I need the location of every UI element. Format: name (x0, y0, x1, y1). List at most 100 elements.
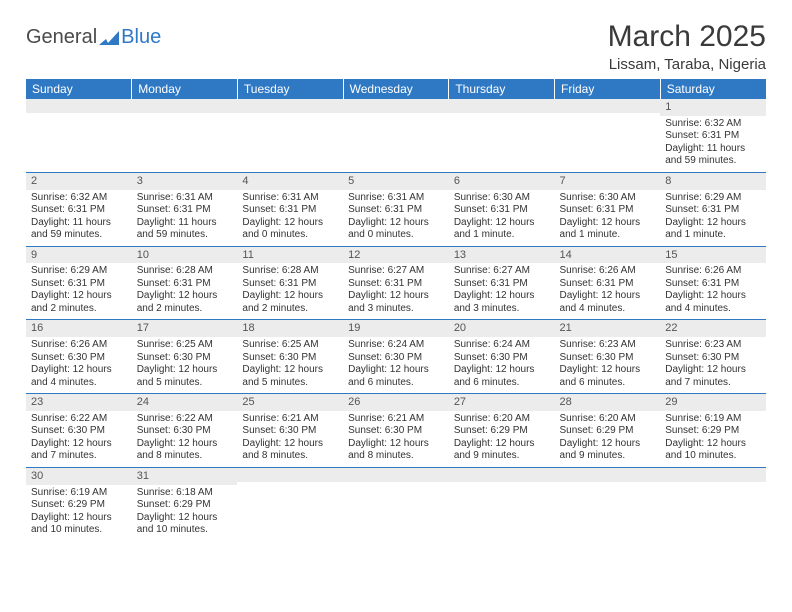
day-line: Sunrise: 6:24 AM (454, 339, 550, 352)
day-line: Sunrise: 6:26 AM (665, 265, 761, 278)
day-number (449, 99, 555, 113)
day-number (555, 99, 661, 113)
page-header: General Blue March 2025 Lissam, Taraba, … (26, 20, 766, 73)
calendar-cell: 9Sunrise: 6:29 AMSunset: 6:31 PMDaylight… (26, 246, 132, 320)
day-body (26, 113, 132, 161)
calendar-cell: 19Sunrise: 6:24 AMSunset: 6:30 PMDayligh… (343, 320, 449, 394)
day-line: Sunrise: 6:23 AM (560, 339, 656, 352)
calendar-cell (343, 467, 449, 540)
day-body (449, 113, 555, 161)
day-line: Daylight: 12 hours and 1 minute. (665, 217, 761, 242)
day-body: Sunrise: 6:26 AMSunset: 6:31 PMDaylight:… (555, 263, 661, 319)
logo-text-general: General (26, 26, 97, 49)
day-number: 19 (343, 320, 449, 337)
day-number: 7 (555, 173, 661, 190)
calendar-cell: 20Sunrise: 6:24 AMSunset: 6:30 PMDayligh… (449, 320, 555, 394)
day-body: Sunrise: 6:32 AMSunset: 6:31 PMDaylight:… (660, 116, 766, 172)
day-line: Daylight: 12 hours and 4 minutes. (560, 290, 656, 315)
day-number: 13 (449, 247, 555, 264)
day-header: Thursday (449, 79, 555, 99)
day-body: Sunrise: 6:31 AMSunset: 6:31 PMDaylight:… (343, 190, 449, 246)
day-line: Daylight: 12 hours and 1 minute. (560, 217, 656, 242)
day-line: Daylight: 12 hours and 3 minutes. (454, 290, 550, 315)
day-line: Sunset: 6:30 PM (454, 352, 550, 365)
day-body: Sunrise: 6:26 AMSunset: 6:30 PMDaylight:… (26, 337, 132, 393)
calendar-cell: 23Sunrise: 6:22 AMSunset: 6:30 PMDayligh… (26, 394, 132, 468)
day-body: Sunrise: 6:27 AMSunset: 6:31 PMDaylight:… (343, 263, 449, 319)
calendar-cell: 16Sunrise: 6:26 AMSunset: 6:30 PMDayligh… (26, 320, 132, 394)
day-line: Daylight: 12 hours and 8 minutes. (348, 438, 444, 463)
day-number (660, 468, 766, 482)
title-block: March 2025 Lissam, Taraba, Nigeria (608, 20, 766, 73)
day-number (132, 99, 238, 113)
day-line: Daylight: 12 hours and 2 minutes. (242, 290, 338, 315)
day-body (555, 113, 661, 161)
day-body: Sunrise: 6:32 AMSunset: 6:31 PMDaylight:… (26, 190, 132, 246)
day-body: Sunrise: 6:24 AMSunset: 6:30 PMDaylight:… (449, 337, 555, 393)
day-line: Sunrise: 6:31 AM (348, 192, 444, 205)
day-line: Daylight: 12 hours and 0 minutes. (348, 217, 444, 242)
calendar-cell: 4Sunrise: 6:31 AMSunset: 6:31 PMDaylight… (237, 172, 343, 246)
day-body: Sunrise: 6:21 AMSunset: 6:30 PMDaylight:… (237, 411, 343, 467)
day-line: Sunset: 6:30 PM (348, 352, 444, 365)
day-number: 26 (343, 394, 449, 411)
calendar-cell: 6Sunrise: 6:30 AMSunset: 6:31 PMDaylight… (449, 172, 555, 246)
day-line: Daylight: 12 hours and 7 minutes. (31, 438, 127, 463)
day-line: Sunrise: 6:27 AM (454, 265, 550, 278)
calendar-cell: 31Sunrise: 6:18 AMSunset: 6:29 PMDayligh… (132, 467, 238, 540)
day-line: Sunset: 6:31 PM (560, 204, 656, 217)
calendar-cell: 22Sunrise: 6:23 AMSunset: 6:30 PMDayligh… (660, 320, 766, 394)
day-number: 20 (449, 320, 555, 337)
calendar-week-row: 2Sunrise: 6:32 AMSunset: 6:31 PMDaylight… (26, 172, 766, 246)
day-line: Sunset: 6:30 PM (137, 425, 233, 438)
day-line: Sunrise: 6:26 AM (560, 265, 656, 278)
day-number: 27 (449, 394, 555, 411)
day-line: Sunset: 6:29 PM (560, 425, 656, 438)
calendar-cell: 1Sunrise: 6:32 AMSunset: 6:31 PMDaylight… (660, 99, 766, 172)
day-line: Sunrise: 6:20 AM (454, 413, 550, 426)
day-line: Sunset: 6:31 PM (242, 204, 338, 217)
day-number: 2 (26, 173, 132, 190)
day-line: Daylight: 12 hours and 10 minutes. (137, 512, 233, 537)
day-line: Daylight: 12 hours and 9 minutes. (454, 438, 550, 463)
day-line: Sunrise: 6:30 AM (560, 192, 656, 205)
calendar-cell: 26Sunrise: 6:21 AMSunset: 6:30 PMDayligh… (343, 394, 449, 468)
day-line: Sunset: 6:30 PM (348, 425, 444, 438)
day-number: 29 (660, 394, 766, 411)
day-body (237, 482, 343, 530)
logo-flag-icon (99, 30, 119, 46)
day-number: 15 (660, 247, 766, 264)
day-number (237, 468, 343, 482)
day-line: Sunrise: 6:32 AM (665, 118, 761, 131)
day-body: Sunrise: 6:22 AMSunset: 6:30 PMDaylight:… (26, 411, 132, 467)
logo-text-blue: Blue (121, 26, 161, 49)
day-body: Sunrise: 6:19 AMSunset: 6:29 PMDaylight:… (26, 485, 132, 541)
day-header: Wednesday (343, 79, 449, 99)
day-line: Sunrise: 6:29 AM (665, 192, 761, 205)
day-number (343, 99, 449, 113)
day-body: Sunrise: 6:27 AMSunset: 6:31 PMDaylight:… (449, 263, 555, 319)
calendar-cell: 29Sunrise: 6:19 AMSunset: 6:29 PMDayligh… (660, 394, 766, 468)
calendar-page: General Blue March 2025 Lissam, Taraba, … (0, 0, 792, 551)
day-number: 24 (132, 394, 238, 411)
day-number: 28 (555, 394, 661, 411)
day-line: Daylight: 12 hours and 10 minutes. (31, 512, 127, 537)
day-line: Daylight: 12 hours and 6 minutes. (560, 364, 656, 389)
day-header-row: Sunday Monday Tuesday Wednesday Thursday… (26, 79, 766, 99)
day-line: Daylight: 11 hours and 59 minutes. (31, 217, 127, 242)
day-line: Sunset: 6:30 PM (242, 352, 338, 365)
calendar-cell (237, 99, 343, 172)
day-line: Sunrise: 6:25 AM (242, 339, 338, 352)
calendar-cell: 21Sunrise: 6:23 AMSunset: 6:30 PMDayligh… (555, 320, 661, 394)
calendar-table: Sunday Monday Tuesday Wednesday Thursday… (26, 79, 766, 541)
day-line: Sunset: 6:31 PM (348, 278, 444, 291)
day-line: Sunrise: 6:32 AM (31, 192, 127, 205)
day-number: 6 (449, 173, 555, 190)
day-line: Sunset: 6:29 PM (137, 499, 233, 512)
day-line: Daylight: 12 hours and 1 minute. (454, 217, 550, 242)
day-body: Sunrise: 6:30 AMSunset: 6:31 PMDaylight:… (555, 190, 661, 246)
day-number (26, 99, 132, 113)
day-number: 18 (237, 320, 343, 337)
day-number: 21 (555, 320, 661, 337)
calendar-cell: 8Sunrise: 6:29 AMSunset: 6:31 PMDaylight… (660, 172, 766, 246)
